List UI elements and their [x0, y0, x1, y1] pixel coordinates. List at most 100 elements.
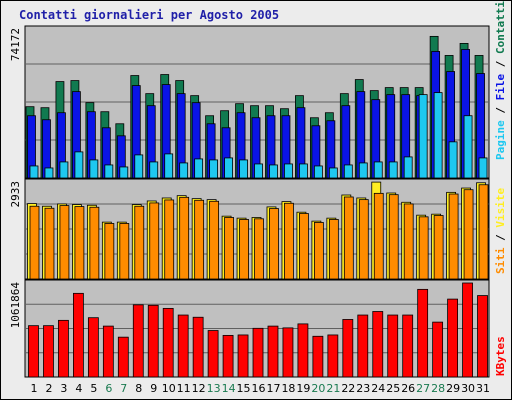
bar-siti-21	[328, 219, 339, 280]
bar-siti-1	[29, 205, 40, 280]
day-label-13: 13	[207, 382, 221, 395]
day-label-3: 3	[60, 382, 67, 395]
bar-kbytes-8	[132, 304, 144, 378]
bar-pagine-21	[328, 167, 338, 179]
chart-title: Contatti giornalieri per Agosto 2005	[19, 8, 280, 22]
bar-siti-18	[284, 202, 294, 280]
day-label-21: 21	[326, 382, 340, 395]
day-label-27: 27	[416, 382, 430, 395]
bar-kbytes-13	[207, 330, 219, 378]
day-label-16: 16	[252, 382, 266, 395]
bar-siti-8	[134, 205, 145, 280]
bar-kbytes-22	[342, 319, 354, 378]
bar-pagine-25	[388, 161, 398, 179]
bar-kbytes-27	[417, 288, 429, 378]
day-label-28: 28	[431, 382, 445, 395]
legend-requests-separator-2: /	[494, 54, 507, 74]
bar-kbytes-23	[357, 314, 369, 378]
bar-siti-12	[194, 199, 205, 280]
bar-siti-2	[44, 207, 55, 280]
day-label-8: 8	[135, 382, 142, 395]
bar-siti-16	[254, 218, 264, 280]
bar-siti-24	[373, 192, 384, 280]
bar-pagine-19	[299, 163, 308, 179]
bar-pagine-9	[149, 161, 159, 179]
bar-siti-9	[149, 202, 160, 280]
bar-pagine-20	[313, 165, 323, 179]
bar-pagine-10	[164, 153, 174, 179]
legend-kbytes: KBytes	[494, 336, 507, 376]
day-label-29: 29	[446, 382, 460, 395]
bar-kbytes-12	[192, 316, 204, 378]
bar-pagine-5	[89, 159, 99, 179]
day-label-20: 20	[311, 382, 325, 395]
bar-siti-22	[343, 196, 354, 280]
bar-kbytes-19	[297, 323, 309, 378]
bar-kbytes-21	[327, 334, 339, 378]
bar-siti-10	[164, 199, 175, 280]
legend-visits-visite: Visite	[494, 188, 507, 228]
bar-siti-15	[239, 219, 249, 280]
day-label-6: 6	[105, 382, 112, 395]
bar-kbytes-30	[462, 282, 473, 378]
bar-kbytes-16	[252, 327, 264, 378]
day-label-30: 30	[461, 382, 475, 395]
bar-siti-6	[104, 223, 115, 280]
bar-pagine-24	[373, 161, 383, 179]
bar-pagine-2	[44, 167, 54, 179]
bar-kbytes-17	[267, 325, 279, 378]
day-label-23: 23	[356, 382, 370, 395]
bar-kbytes-15	[237, 334, 249, 378]
legend-kbytes-kbytes: KBytes	[494, 336, 507, 376]
bar-kbytes-14	[222, 334, 234, 378]
bar-siti-27	[418, 216, 429, 280]
legend-requests-contatti: Contatti	[494, 1, 507, 54]
legend-requests: Pagine / File / Contatti	[494, 1, 507, 160]
day-label-10: 10	[162, 382, 176, 395]
bar-pagine-22	[343, 164, 353, 179]
legend-requests-pagine: Pagine	[494, 120, 507, 160]
bar-pagine-26	[403, 156, 413, 179]
bar-siti-20	[313, 222, 324, 280]
ymax-label-visits: 2933	[9, 181, 22, 208]
bar-pagine-16	[254, 163, 263, 179]
ymax-label-requests: 74172	[9, 28, 22, 61]
bar-pagine-3	[59, 161, 69, 179]
bar-pagine-8	[134, 154, 144, 179]
bar-pagine-6	[104, 164, 114, 179]
day-label-25: 25	[386, 382, 400, 395]
bar-pagine-7	[119, 166, 129, 179]
bar-siti-25	[388, 194, 399, 280]
bar-kbytes-7	[117, 336, 129, 378]
bar-pagine-18	[284, 163, 293, 179]
bar-siti-29	[448, 193, 459, 280]
day-label-19: 19	[296, 382, 310, 395]
bar-pagine-29	[448, 141, 458, 179]
day-label-17: 17	[266, 382, 280, 395]
day-label-9: 9	[150, 382, 157, 395]
bar-siti-26	[403, 203, 414, 280]
day-label-2: 2	[45, 382, 52, 395]
bar-kbytes-4	[73, 292, 84, 378]
bar-pagine-11	[179, 162, 189, 179]
bar-siti-13	[209, 200, 220, 280]
day-label-22: 22	[341, 382, 355, 395]
bar-siti-28	[433, 215, 444, 280]
day-label-15: 15	[237, 382, 251, 395]
day-label-24: 24	[371, 382, 385, 395]
legend-requests-file: File	[494, 74, 507, 101]
bar-kbytes-28	[432, 321, 444, 378]
day-label-4: 4	[75, 382, 82, 395]
bar-kbytes-20	[312, 335, 324, 378]
bar-siti-17	[269, 208, 279, 280]
bar-pagine-17	[269, 164, 278, 179]
bar-kbytes-11	[177, 314, 189, 378]
bar-kbytes-26	[402, 314, 414, 378]
bar-kbytes-24	[372, 311, 384, 378]
bar-kbytes-31	[477, 295, 488, 378]
bar-pagine-13	[209, 159, 219, 179]
day-label-14: 14	[222, 382, 236, 395]
bar-siti-14	[224, 217, 234, 280]
bar-pagine-12	[194, 158, 204, 179]
ymax-label-kbytes: 1061864	[9, 282, 22, 329]
